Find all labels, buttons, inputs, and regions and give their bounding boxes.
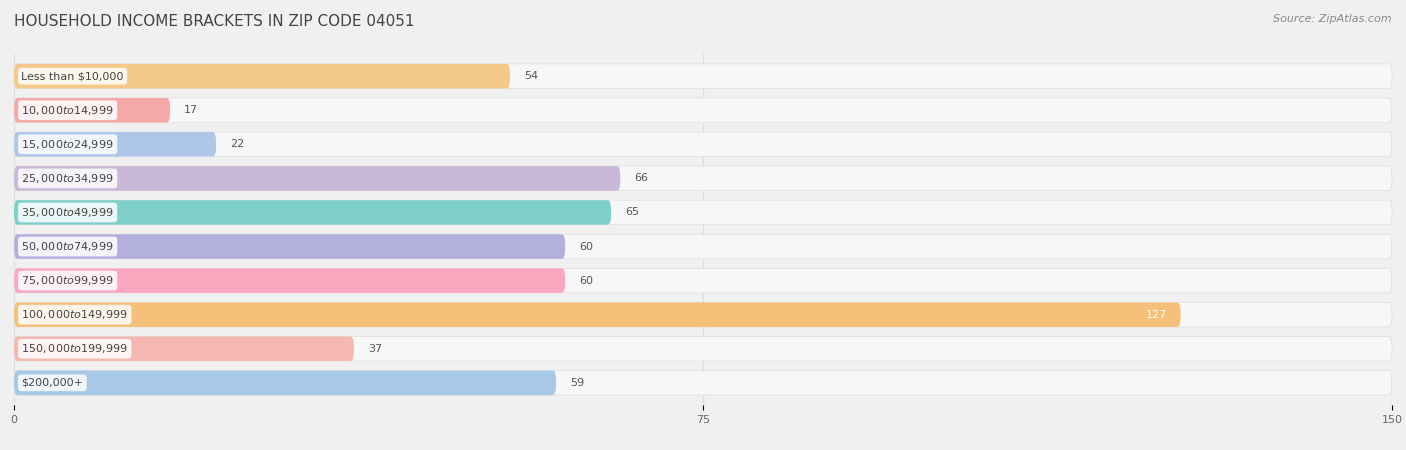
Text: $75,000 to $99,999: $75,000 to $99,999: [21, 274, 114, 287]
FancyBboxPatch shape: [14, 166, 620, 191]
FancyBboxPatch shape: [14, 166, 1392, 191]
Text: Source: ZipAtlas.com: Source: ZipAtlas.com: [1274, 14, 1392, 23]
FancyBboxPatch shape: [14, 302, 1392, 327]
FancyBboxPatch shape: [14, 371, 1392, 395]
Text: 22: 22: [231, 140, 245, 149]
Text: Less than $10,000: Less than $10,000: [21, 71, 124, 81]
FancyBboxPatch shape: [14, 132, 1392, 157]
FancyBboxPatch shape: [14, 268, 1392, 293]
FancyBboxPatch shape: [14, 98, 1392, 122]
Text: 65: 65: [624, 207, 638, 217]
Text: $15,000 to $24,999: $15,000 to $24,999: [21, 138, 114, 151]
Text: 54: 54: [524, 71, 538, 81]
FancyBboxPatch shape: [14, 234, 565, 259]
FancyBboxPatch shape: [14, 337, 1392, 361]
FancyBboxPatch shape: [14, 64, 510, 88]
Text: 37: 37: [368, 344, 382, 354]
Text: $25,000 to $34,999: $25,000 to $34,999: [21, 172, 114, 185]
FancyBboxPatch shape: [14, 200, 1392, 225]
FancyBboxPatch shape: [14, 132, 217, 157]
FancyBboxPatch shape: [14, 268, 565, 293]
FancyBboxPatch shape: [14, 302, 1181, 327]
Text: 60: 60: [579, 242, 593, 252]
FancyBboxPatch shape: [14, 200, 612, 225]
FancyBboxPatch shape: [14, 371, 555, 395]
Text: $150,000 to $199,999: $150,000 to $199,999: [21, 342, 128, 355]
Text: 66: 66: [634, 173, 648, 184]
FancyBboxPatch shape: [14, 98, 170, 122]
FancyBboxPatch shape: [14, 337, 354, 361]
FancyBboxPatch shape: [14, 64, 1392, 88]
Text: $100,000 to $149,999: $100,000 to $149,999: [21, 308, 128, 321]
Text: $10,000 to $14,999: $10,000 to $14,999: [21, 104, 114, 117]
Text: $200,000+: $200,000+: [21, 378, 83, 388]
Text: 127: 127: [1146, 310, 1167, 320]
Text: HOUSEHOLD INCOME BRACKETS IN ZIP CODE 04051: HOUSEHOLD INCOME BRACKETS IN ZIP CODE 04…: [14, 14, 415, 28]
Text: $50,000 to $74,999: $50,000 to $74,999: [21, 240, 114, 253]
Text: 59: 59: [569, 378, 583, 388]
Text: $35,000 to $49,999: $35,000 to $49,999: [21, 206, 114, 219]
FancyBboxPatch shape: [14, 234, 1392, 259]
Text: 17: 17: [184, 105, 198, 115]
Text: 60: 60: [579, 275, 593, 286]
